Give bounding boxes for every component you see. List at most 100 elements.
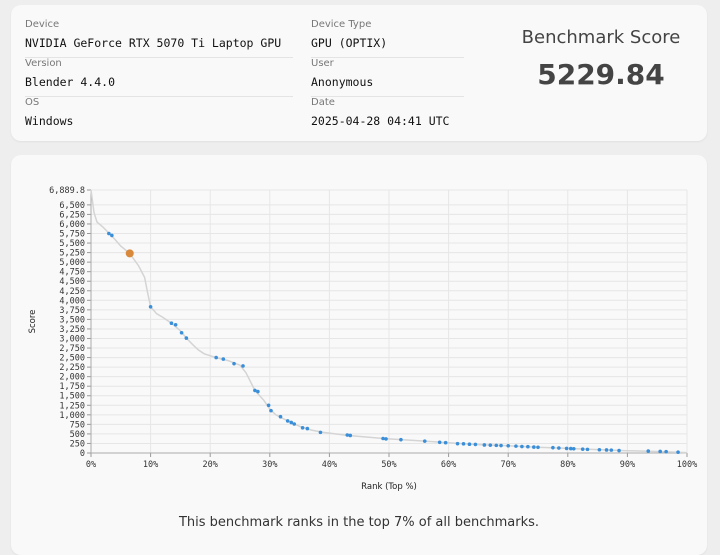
x-tick-label: 90% bbox=[620, 460, 635, 470]
data-point bbox=[384, 437, 388, 441]
x-tick-label: 20% bbox=[203, 460, 218, 470]
version-label: Version bbox=[25, 58, 62, 69]
rank-score-chart: 02505007501,0001,2501,5001,7502,0002,250… bbox=[28, 186, 697, 492]
y-tick-label: 4,000 bbox=[59, 296, 85, 306]
grid-layer bbox=[90, 189, 688, 454]
data-point bbox=[658, 449, 662, 454]
data-point bbox=[179, 330, 184, 335]
data-point bbox=[443, 440, 448, 445]
data-point bbox=[214, 355, 218, 360]
data-point bbox=[482, 443, 487, 447]
x-tick-label: 80% bbox=[560, 460, 575, 470]
y-tick-label: 6,250 bbox=[59, 210, 85, 220]
y-axis-label: Score bbox=[28, 310, 38, 334]
device-type-field: Device Type GPU (OPTIX) bbox=[311, 19, 464, 58]
data-point bbox=[300, 426, 305, 430]
highlight-point bbox=[125, 249, 134, 258]
y-tick-label: 5,250 bbox=[59, 249, 85, 259]
data-point bbox=[664, 449, 668, 454]
data-point bbox=[488, 443, 493, 447]
y-tick-label: 2,000 bbox=[59, 373, 85, 383]
data-point bbox=[604, 448, 609, 452]
x-tick-label: 70% bbox=[501, 460, 516, 470]
rank-caption: This benchmark ranks in the top 7% of al… bbox=[178, 515, 540, 530]
y-tick-label: 3,750 bbox=[59, 306, 85, 316]
data-point bbox=[506, 443, 511, 448]
y-tick-label: 500 bbox=[70, 430, 85, 440]
data-point bbox=[110, 233, 114, 238]
data-point bbox=[580, 447, 585, 451]
data-point bbox=[305, 426, 310, 431]
y-tick-label: 6,000 bbox=[59, 220, 85, 230]
y-tick-label: 2,250 bbox=[59, 363, 85, 373]
y-tick-label: 2,500 bbox=[59, 354, 85, 364]
data-point bbox=[348, 433, 353, 438]
device-field: Device NVIDIA GeForce RTX 5070 Ti Laptop… bbox=[25, 19, 293, 58]
data-point bbox=[617, 448, 621, 453]
score-title: Benchmark Score bbox=[521, 27, 681, 48]
data-point bbox=[532, 445, 536, 449]
data-point bbox=[278, 414, 283, 419]
data-point bbox=[256, 389, 260, 394]
y-tick-label: 6,500 bbox=[59, 201, 85, 211]
user-field: User Anonymous bbox=[311, 58, 464, 97]
y-tick-label: 0 bbox=[80, 449, 85, 459]
version-field: Version Blender 4.4.0 bbox=[25, 58, 293, 97]
data-point bbox=[232, 361, 236, 366]
y-tick-label: 4,250 bbox=[59, 287, 85, 297]
y-tick-label: 3,500 bbox=[59, 315, 85, 325]
y-tick-label: 1,500 bbox=[59, 392, 85, 402]
data-point bbox=[564, 446, 569, 451]
data-point bbox=[345, 433, 350, 437]
date-label: Date bbox=[311, 97, 335, 108]
y-tick-label: 5,000 bbox=[59, 258, 85, 268]
y-tick-label: 5,500 bbox=[59, 239, 85, 249]
data-point bbox=[551, 445, 555, 450]
data-point bbox=[266, 403, 271, 408]
score-value: 5229.84 bbox=[537, 58, 665, 91]
data-point bbox=[269, 408, 273, 413]
data-point bbox=[437, 440, 442, 445]
data-point bbox=[184, 336, 189, 340]
date-value: 2025-04-28 04:41 UTC bbox=[311, 114, 450, 128]
date-field: Date 2025-04-28 04:41 UTC bbox=[311, 97, 471, 135]
data-point bbox=[221, 357, 226, 361]
data-point bbox=[169, 321, 174, 326]
x-tick-label: 100% bbox=[677, 460, 697, 470]
y-tick-label: 6,889.8 bbox=[49, 186, 85, 196]
device-type-value: GPU (OPTIX) bbox=[311, 36, 388, 50]
x-tick-label: 0% bbox=[86, 460, 96, 470]
x-tick-label: 30% bbox=[262, 460, 277, 470]
data-point bbox=[473, 442, 478, 447]
y-tick-label: 1,000 bbox=[59, 411, 85, 421]
x-tick-label: 10% bbox=[143, 460, 158, 470]
y-tick-label: 750 bbox=[70, 420, 85, 430]
user-label: User bbox=[311, 58, 334, 69]
data-point bbox=[285, 419, 290, 423]
version-value: Blender 4.4.0 bbox=[25, 75, 116, 89]
data-point bbox=[609, 448, 614, 452]
data-point bbox=[646, 449, 651, 453]
user-value: Anonymous bbox=[311, 75, 374, 89]
y-tick-label: 1,750 bbox=[59, 382, 85, 392]
device-label: Device bbox=[25, 19, 60, 30]
y-tick-label: 2,750 bbox=[59, 344, 85, 354]
y-tick-label: 250 bbox=[70, 439, 85, 449]
y-tick-label: 3,000 bbox=[59, 334, 85, 344]
data-point bbox=[499, 443, 503, 448]
os-value: Windows bbox=[25, 114, 74, 128]
data-point bbox=[253, 388, 257, 393]
data-point bbox=[536, 445, 540, 450]
data-point-layer bbox=[107, 231, 680, 455]
y-tick-label: 4,750 bbox=[59, 268, 85, 278]
x-axis-label: Rank (Top %) bbox=[361, 482, 417, 492]
data-point bbox=[461, 442, 466, 446]
x-tick-label: 50% bbox=[381, 460, 396, 470]
data-point bbox=[585, 447, 590, 452]
chart-card: 0 250 500 750 1,000 1,250 1,500 1,750 2,000 2,250… bbox=[11, 155, 707, 555]
device-info-card: Device NVIDIA GeForce RTX 5070 Ti Laptop… bbox=[11, 5, 707, 141]
device-type-label: Device Type bbox=[311, 19, 372, 30]
data-point bbox=[557, 446, 561, 450]
data-point bbox=[241, 364, 245, 368]
data-point bbox=[148, 304, 153, 309]
